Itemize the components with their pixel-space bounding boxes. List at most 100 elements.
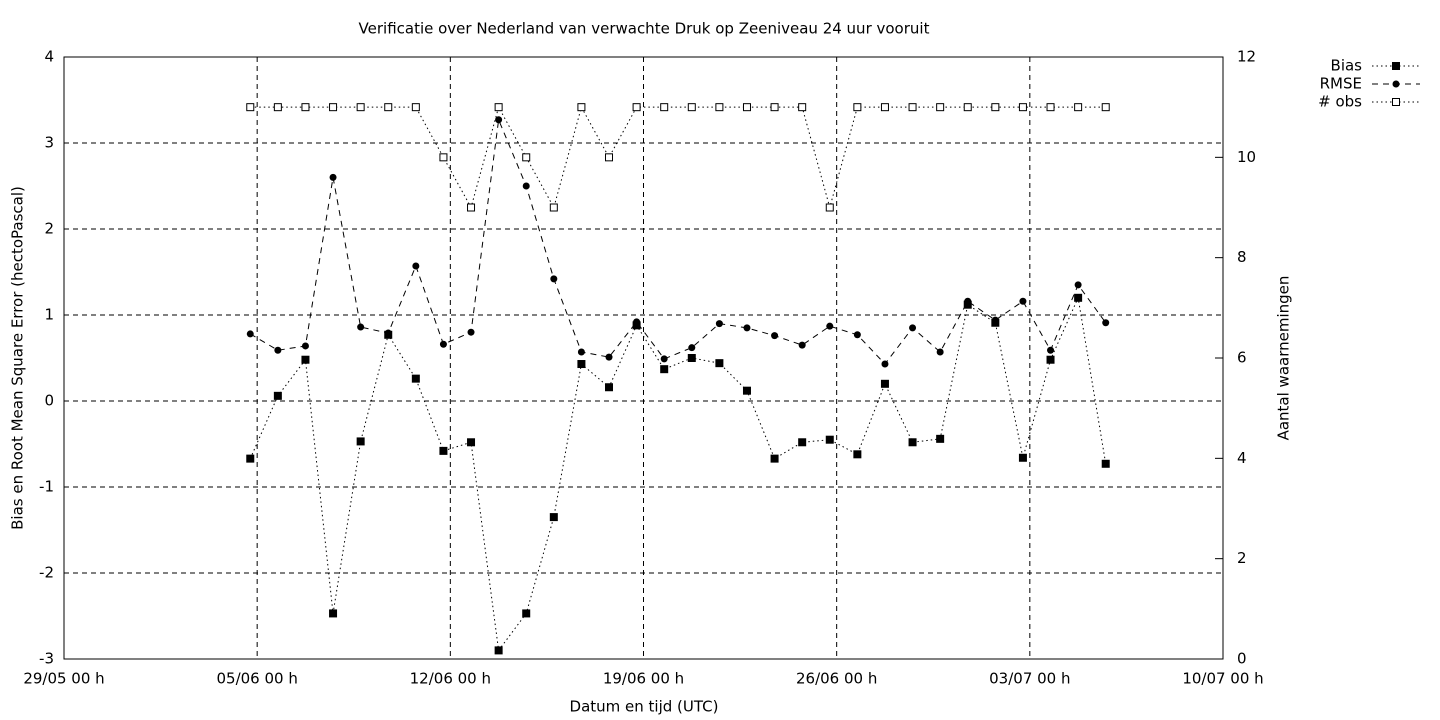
marker <box>853 331 861 339</box>
marker <box>494 646 503 655</box>
marker <box>715 320 723 328</box>
marker <box>715 359 724 368</box>
marker <box>577 103 586 112</box>
marker <box>660 365 669 374</box>
marker <box>908 438 917 447</box>
marker <box>467 203 476 212</box>
marker <box>826 322 834 330</box>
marker <box>1101 103 1110 112</box>
marker <box>301 103 310 112</box>
marker <box>246 330 254 338</box>
marker <box>577 348 585 356</box>
marker <box>439 446 448 455</box>
marker <box>688 344 696 352</box>
marker <box>605 383 614 392</box>
marker <box>301 355 310 364</box>
marker <box>633 318 641 326</box>
marker <box>770 103 779 112</box>
y2-tick-label: 2 <box>1237 549 1247 567</box>
marker <box>522 153 531 162</box>
marker <box>329 609 338 618</box>
marker <box>1101 459 1110 468</box>
y2-tick-label: 12 <box>1237 48 1256 66</box>
marker <box>770 454 779 463</box>
marker <box>880 379 889 388</box>
x-tick-label: 05/06 00 h <box>216 670 297 688</box>
marker <box>1019 297 1027 305</box>
marker <box>687 354 696 362</box>
x-tick-label: 12/06 00 h <box>410 670 491 688</box>
marker <box>1074 293 1083 302</box>
x-tick-label: 29/05 00 h <box>23 670 104 688</box>
chart-title: Verificatie over Nederland van verwachte… <box>359 20 930 38</box>
marker <box>273 391 282 400</box>
y-tick-label: 2 <box>44 220 54 238</box>
marker <box>660 355 668 363</box>
marker <box>549 513 558 522</box>
marker <box>1074 281 1082 289</box>
legend-marker <box>1392 80 1400 88</box>
marker <box>881 360 889 368</box>
marker <box>991 316 999 324</box>
legend-label: Bias <box>1331 57 1363 75</box>
y-axis-label: Bias en Root Mean Square Error (hectoPas… <box>9 186 27 530</box>
x-tick-label: 10/07 00 h <box>1182 670 1263 688</box>
marker <box>771 332 779 340</box>
marker <box>1047 346 1055 354</box>
marker <box>439 153 448 162</box>
legend-label: # obs <box>1318 93 1362 111</box>
marker <box>963 103 972 112</box>
marker <box>1074 103 1083 112</box>
marker <box>246 454 255 463</box>
marker <box>798 438 807 447</box>
marker <box>1046 355 1055 364</box>
marker <box>549 203 558 212</box>
marker <box>356 103 365 112</box>
x-tick-label: 19/06 00 h <box>603 670 684 688</box>
marker <box>329 103 338 112</box>
marker <box>522 182 530 190</box>
marker <box>964 297 972 305</box>
marker <box>467 438 476 447</box>
marker <box>356 437 365 446</box>
y-tick-label: 0 <box>44 392 54 410</box>
marker <box>273 103 282 112</box>
marker <box>357 323 365 331</box>
marker <box>605 353 613 361</box>
marker <box>825 435 834 444</box>
marker <box>467 328 475 336</box>
marker <box>1018 453 1027 462</box>
marker <box>742 386 751 395</box>
y2-tick-label: 4 <box>1237 449 1247 467</box>
marker <box>660 103 669 112</box>
marker <box>936 103 945 112</box>
marker <box>605 153 614 162</box>
marker <box>880 103 889 112</box>
marker <box>411 103 420 112</box>
y-tick-label: 3 <box>44 134 54 152</box>
marker <box>495 116 503 124</box>
marker <box>853 103 862 112</box>
marker <box>632 103 641 112</box>
marker <box>742 103 751 112</box>
marker <box>274 346 282 354</box>
marker <box>991 103 1000 112</box>
y-tick-label: 4 <box>44 48 54 66</box>
marker <box>1018 103 1027 112</box>
marker <box>715 103 724 112</box>
marker <box>1102 319 1110 327</box>
series-line <box>249 296 1107 652</box>
legend-marker <box>1392 62 1400 70</box>
marker <box>687 103 696 112</box>
y2-tick-label: 6 <box>1237 349 1247 367</box>
marker <box>936 434 945 443</box>
marker <box>412 262 420 270</box>
x-tick-label: 26/06 00 h <box>796 670 877 688</box>
marker <box>936 348 944 356</box>
marker <box>384 103 393 112</box>
marker <box>439 340 447 348</box>
series-line <box>250 117 1107 365</box>
marker <box>411 374 420 383</box>
marker <box>743 324 751 332</box>
